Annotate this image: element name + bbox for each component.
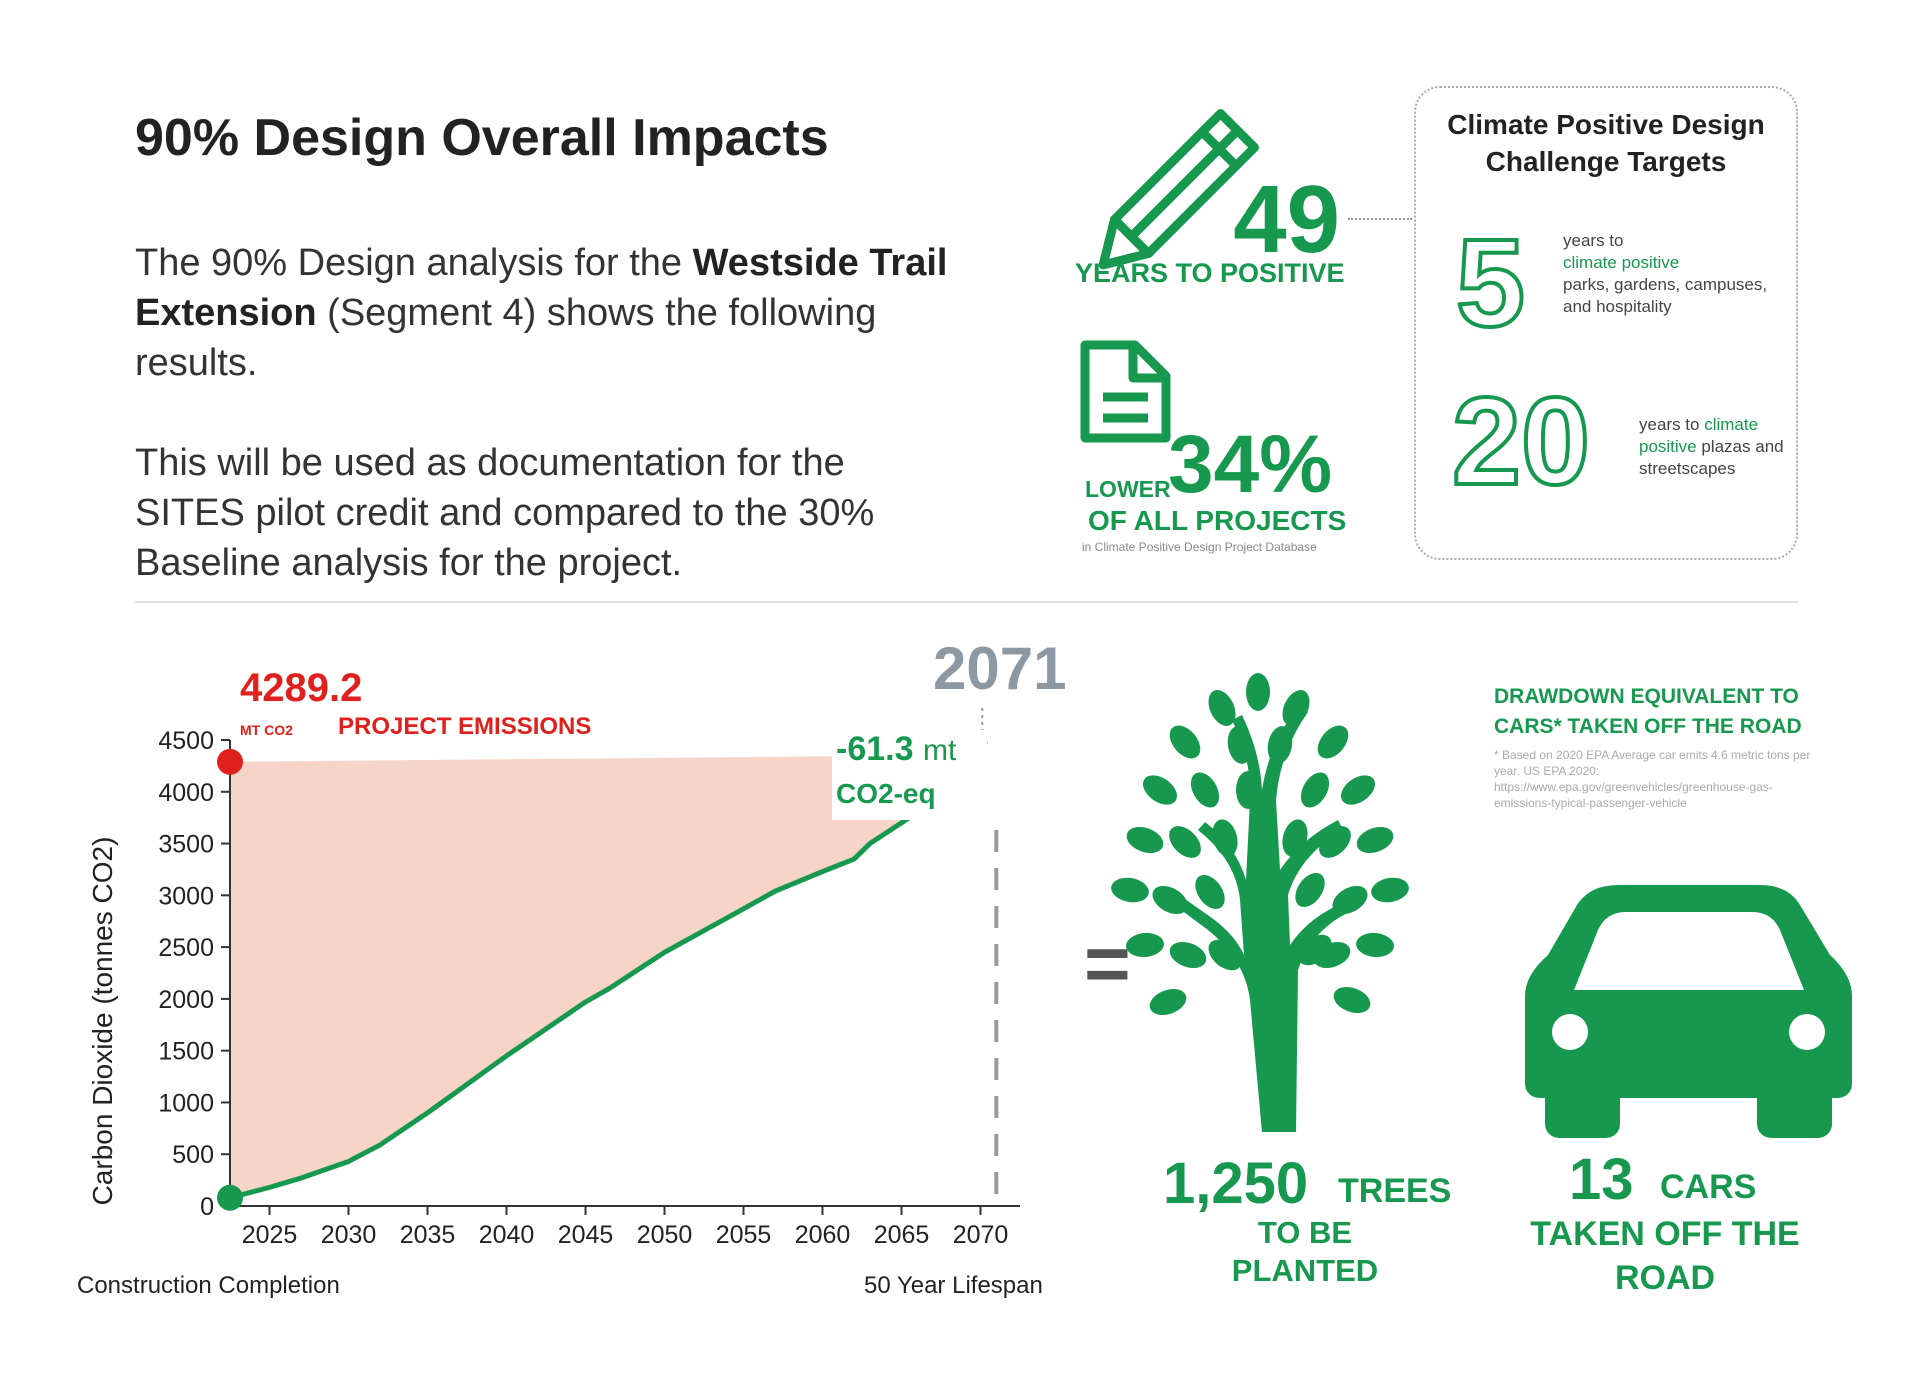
trees-word: TREES [1338,1172,1452,1210]
emissions-area [230,755,910,1198]
target-plazas-value: 20 [1450,373,1592,511]
y-axis-label: Carbon Dioxide (tonnes CO2) [87,836,118,1206]
years-to-positive-label: YEARS TO POSITIVE [1075,258,1345,288]
drawdown-title: DRAWDOWN EQUIVALENT TO CARS* TAKEN OFF T… [1494,685,1802,738]
section-divider [135,601,1798,603]
target-plazas-description: years to climate positive plazas and str… [1639,414,1789,480]
target-parks-value: 5 [1454,215,1527,353]
net-emissions-value: -61.3 mt [836,730,956,769]
lower-percent-value: 34% [1168,419,1333,510]
net-value-unit: mt [922,734,957,767]
drawdown-footnote: * Based on 2020 EPA Average car emits 4.… [1494,748,1811,810]
equals-sign: = [1084,919,1131,1008]
x-tick-label: 2040 [479,1221,535,1249]
page-title: 90% Design Overall Impacts [135,109,829,167]
x-tick-label: 2030 [321,1221,377,1249]
cars-count: 13 [1569,1147,1634,1212]
intro-suffix: (Segment 4) shows the following results. [135,292,877,384]
cars-caption: TAKEN OFF THE ROAD [1530,1215,1800,1297]
y-tick-label: 2500 [158,934,214,962]
x-tick-label: 2025 [242,1221,298,1249]
cars-word: CARS [1660,1168,1757,1206]
positive-year-flag: 2071 [933,635,1067,702]
chart-area-layer [230,755,910,1198]
targets-title: Climate Positive Design Challenge Target… [1447,109,1765,177]
peak-emissions-unit: MT CO2 [240,722,293,738]
y-tick-label: 0 [200,1193,214,1221]
sequestration-start-point [217,1184,243,1211]
y-tick-label: 500 [172,1141,214,1169]
lower-percent-label: OF ALL PROJECTS [1088,505,1347,536]
x-tick-label: 2070 [953,1221,1009,1249]
intro-paragraph: The 90% Design analysis for the Westside… [135,238,965,388]
y-tick-label: 3000 [158,882,214,910]
y-tick-label: 4500 [158,727,214,755]
net-label-backdrop [832,730,987,820]
targets-panel [1414,86,1798,560]
x-tick-label: 2060 [795,1221,851,1249]
connector-line [1348,218,1412,220]
lower-percent-source: in Climate Positive Design Project Datab… [1082,540,1317,554]
target-plazas-rest: plazas and streetscapes [1639,437,1784,478]
years-to-positive-value: 49 [1233,166,1340,273]
x-tick-label: 2065 [874,1221,930,1249]
sequestration-line [229,815,911,1201]
project-name: Westside Trail Extension [135,242,948,334]
trees-count: 1,250 [1163,1151,1309,1216]
net-emissions-unit: CO2-eq [836,778,936,809]
target-parks-highlight: climate positive [1563,253,1680,272]
net-value-number: -61.3 [836,730,914,768]
peak-emissions-value: 4289.2 [240,666,363,710]
peak-emissions-label: PROJECT EMISSIONS [338,713,592,740]
y-tick-label: 1000 [158,1089,214,1117]
y-tick-label: 3500 [158,831,214,859]
x-tick-label: 2055 [716,1221,772,1249]
y-tick-label: 4000 [158,779,214,807]
target-parks-rest: parks, gardens, campuses, and hospitalit… [1563,275,1768,316]
x-tick-label: 2035 [400,1221,456,1249]
intro-prefix: The 90% Design analysis for the [135,242,693,284]
lower-prefix: LOWER [1085,476,1171,502]
lifespan-label: 50 Year Lifespan [864,1272,1043,1299]
construction-completion-label: Construction Completion [77,1272,340,1299]
x-tick-label: 2045 [558,1221,614,1249]
chart-axes-layer: 0 500 1000 1500 2000 2500 3000 3500 4000 4500 2025… [158,727,1020,1249]
y-tick-label: 2000 [158,986,214,1014]
y-tick-label: 1500 [158,1038,214,1066]
trees-caption: TO BE PLANTED [1231,1215,1379,1288]
usage-paragraph: This will be used as documentation for t… [135,442,875,584]
emissions-point [217,748,243,775]
target-parks-description: years to climate positive parks, gardens, … [1563,230,1793,318]
x-tick-label: 2050 [637,1221,693,1249]
target-plazas-highlight: climate positive [1639,415,1759,456]
target-plazas-lead: years to [1639,415,1700,434]
target-parks-lead: years to [1563,231,1624,250]
